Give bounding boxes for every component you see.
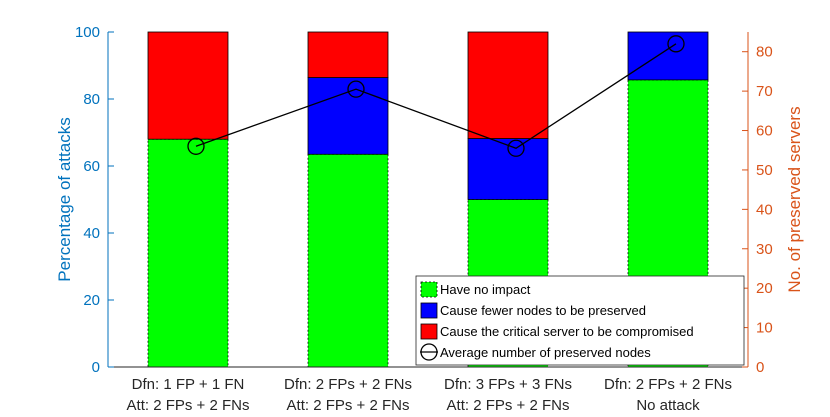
right-axis-title: No. of preserved servers [785, 106, 804, 292]
legend-swatch-1 [420, 302, 438, 319]
left-tick-label: 80 [83, 91, 100, 108]
bar-segment-3-1 [627, 31, 709, 81]
left-tick-label: 40 [83, 225, 100, 242]
legend-marker-swatch [420, 343, 438, 361]
legend: Have no impact Cause fewer nodes to be pr… [415, 275, 745, 366]
left-tick-label: 60 [83, 158, 100, 175]
average-marker-3 [667, 35, 685, 53]
legend-swatch-0 [420, 281, 438, 298]
axes-layer: 0 20 40 60 80 100 0 10 20 30 40 50 60 70 80 Percentage … [55, 24, 804, 376]
right-tick-label: 70 [756, 83, 773, 100]
bar-segment-1-0 [307, 153, 389, 368]
bars-layer [147, 31, 709, 368]
left-tick-label: 20 [83, 292, 100, 309]
bar-segment-1-2 [307, 31, 389, 78]
legend-label-3: Average number of preserved nodes [440, 345, 651, 360]
average-line [195, 43, 677, 149]
category-label-0-1: Att: 2 FPs + 2 FNs [127, 397, 250, 414]
legend-box [415, 275, 745, 366]
legend-label-0: Have no impact [440, 282, 531, 297]
average-marker-0 [187, 137, 205, 155]
category-label-3-1: No attack [636, 397, 700, 414]
right-tick-label: 30 [756, 241, 773, 258]
right-tick-label: 40 [756, 201, 773, 218]
left-tick-label: 100 [75, 24, 100, 41]
left-axis-title: Percentage of attacks [55, 117, 74, 281]
legend-label-2: Cause the critical server to be compromi… [440, 324, 694, 339]
category-label-1-0: Dfn: 2 FPs + 2 FNs [284, 376, 412, 393]
category-label-1-1: Att: 2 FPs + 2 FNs [287, 397, 410, 414]
category-label-2-0: Dfn: 3 FPs + 3 FNs [444, 376, 572, 393]
left-tick-label: 0 [92, 359, 100, 376]
bar-segment-0-0 [147, 138, 229, 368]
right-tick-label: 50 [756, 162, 773, 179]
labels-layer: Dfn: 1 FP + 1 FN Att: 2 FPs + 2 FNs Dfn: 2… [127, 376, 732, 414]
right-tick-label: 10 [756, 320, 773, 337]
average-marker-2 [507, 139, 525, 157]
category-label-2-1: Att: 2 FPs + 2 FNs [447, 397, 570, 414]
category-label-3-0: Dfn: 2 FPs + 2 FNs [604, 376, 732, 393]
legend-label-1: Cause fewer nodes to be preserved [440, 303, 646, 318]
bar-segment-0-2 [147, 31, 229, 140]
bar-segment-2-2 [467, 31, 549, 139]
legend-swatch-2 [420, 323, 438, 340]
right-tick-label: 60 [756, 123, 773, 140]
right-tick-label: 20 [756, 280, 773, 297]
line-layer [187, 35, 685, 157]
category-label-0-0: Dfn: 1 FP + 1 FN [132, 376, 245, 393]
average-marker-1 [347, 80, 365, 98]
right-tick-label: 80 [756, 44, 773, 61]
right-tick-label: 0 [756, 359, 764, 376]
